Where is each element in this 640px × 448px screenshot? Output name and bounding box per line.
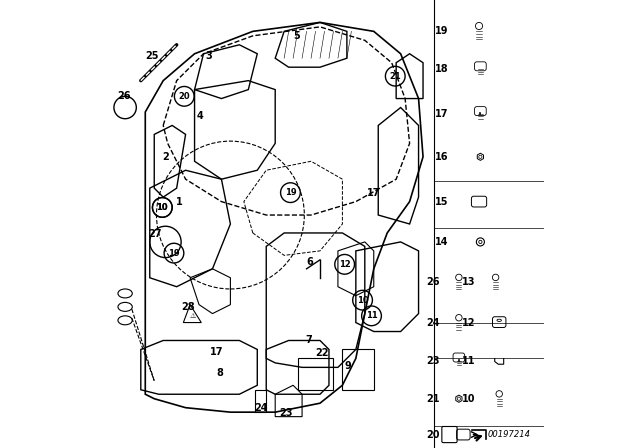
Text: 23: 23 — [426, 356, 440, 366]
Text: 23: 23 — [279, 408, 292, 418]
Text: 19: 19 — [168, 249, 180, 258]
Text: 8: 8 — [216, 368, 223, 378]
Text: 10: 10 — [356, 296, 369, 305]
Text: 1: 1 — [175, 197, 182, 207]
Text: 11: 11 — [463, 356, 476, 366]
Text: 3: 3 — [205, 51, 212, 61]
Text: 15: 15 — [435, 197, 448, 207]
Text: 10: 10 — [463, 394, 476, 404]
Text: 20: 20 — [179, 92, 190, 101]
Text: 5: 5 — [293, 31, 300, 41]
Text: 26: 26 — [426, 277, 440, 287]
Text: 16: 16 — [435, 152, 448, 162]
Text: 12: 12 — [339, 260, 351, 269]
Text: 19: 19 — [285, 188, 296, 197]
Text: 4: 4 — [196, 112, 204, 121]
Text: ⚠: ⚠ — [189, 313, 195, 319]
Text: 11: 11 — [365, 311, 378, 320]
Text: 27: 27 — [148, 229, 162, 239]
Text: 10: 10 — [157, 203, 168, 212]
Text: 20: 20 — [426, 430, 440, 439]
Text: 21: 21 — [426, 394, 440, 404]
Text: 10: 10 — [157, 203, 168, 212]
Text: 00197214: 00197214 — [488, 430, 531, 439]
Text: 26: 26 — [118, 91, 131, 101]
Text: 13: 13 — [463, 277, 476, 287]
Text: 18: 18 — [435, 65, 448, 74]
Text: 9: 9 — [345, 362, 351, 371]
Text: 17: 17 — [210, 347, 224, 357]
Text: 7: 7 — [306, 335, 312, 345]
Text: 14: 14 — [435, 237, 448, 247]
Text: 25: 25 — [145, 52, 159, 61]
Text: 24: 24 — [254, 403, 268, 413]
Text: 28: 28 — [181, 302, 195, 312]
Text: 22: 22 — [316, 348, 329, 358]
Text: 24: 24 — [426, 318, 440, 327]
Text: 17: 17 — [367, 188, 381, 198]
Text: 12: 12 — [463, 318, 476, 327]
Text: 2: 2 — [162, 152, 169, 162]
Text: 19: 19 — [435, 26, 448, 36]
Text: 6: 6 — [307, 257, 314, 267]
Text: 21: 21 — [389, 72, 401, 81]
Text: 17: 17 — [435, 109, 448, 119]
